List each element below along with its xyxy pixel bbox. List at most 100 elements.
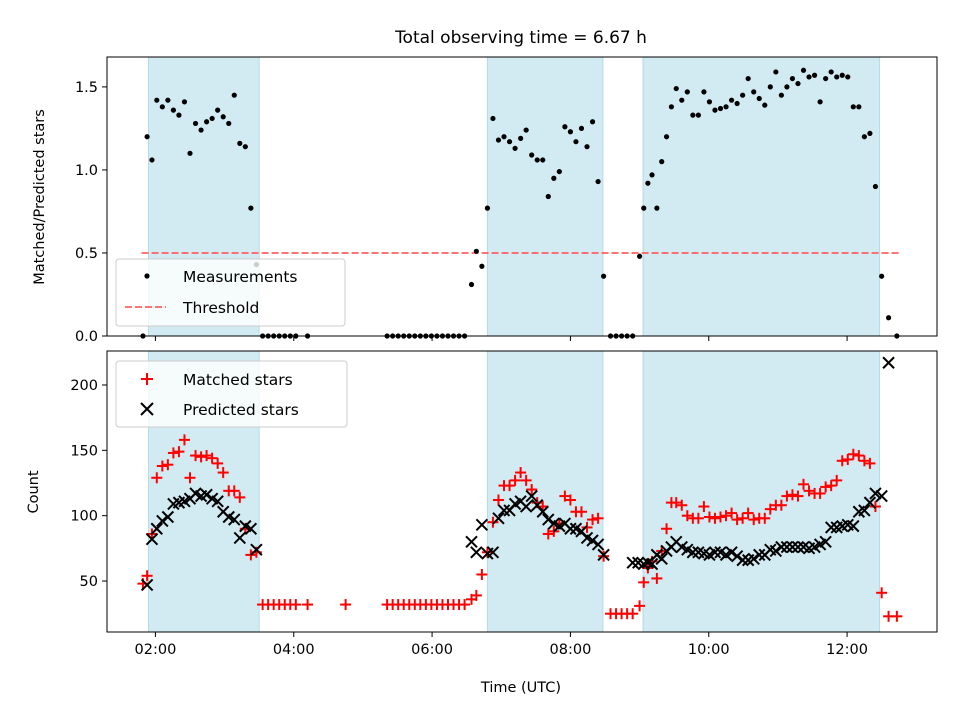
measurement-point — [745, 75, 751, 82]
measurement-point — [495, 137, 502, 143]
matched-point — [709, 512, 721, 524]
measurement-point — [839, 72, 845, 78]
measurement-point — [562, 124, 568, 130]
matched-point — [217, 467, 229, 479]
measurement-point — [473, 248, 479, 254]
predicted-point — [847, 519, 860, 533]
measurement-point — [885, 315, 892, 321]
measurement-point — [523, 127, 529, 133]
measurement-point — [556, 168, 562, 175]
matched-point — [492, 494, 504, 506]
top-axes-frame — [106, 56, 938, 337]
legend-matched-label: Matched stars — [183, 371, 293, 389]
measurement-point — [198, 127, 204, 133]
matched-point — [737, 512, 749, 524]
top-y-tick-label: 0.0 — [75, 329, 98, 345]
legend-predicted-label: Predicted stars — [183, 401, 299, 419]
matched-point — [575, 506, 587, 518]
predicted-point — [791, 540, 805, 554]
matched-point — [476, 568, 488, 580]
matched-point — [798, 478, 810, 490]
predicted-point — [645, 557, 659, 571]
bottom-legend: Matched stars Predicted stars — [115, 360, 348, 428]
matched-point — [876, 587, 888, 599]
measurement-point — [795, 80, 801, 87]
matched-point — [634, 600, 646, 612]
measurement-point — [690, 112, 696, 118]
predicted-point — [819, 535, 832, 549]
matched-point — [869, 501, 881, 513]
measurement-point — [595, 178, 601, 185]
top-y-ticks: 0.0 0.5 1.0 1.5 — [75, 80, 107, 345]
predicted-point — [156, 514, 169, 528]
measurement-point — [484, 205, 491, 211]
measurement-point — [149, 157, 155, 163]
measurement-point — [828, 69, 834, 75]
predicted-point — [536, 505, 549, 518]
measurement-point — [728, 97, 735, 103]
measurement-point — [468, 281, 475, 288]
matched-point — [836, 455, 848, 467]
matched-point — [786, 489, 798, 501]
matched-point — [792, 490, 804, 502]
matched-point — [858, 455, 870, 467]
measurement-point — [176, 112, 182, 118]
predicted-point — [597, 548, 610, 562]
top-y-tick-label: 1.0 — [75, 163, 98, 179]
figure-title: Total observing time = 6.67 h — [394, 28, 647, 48]
measurement-point — [584, 144, 590, 150]
matched-point — [190, 450, 202, 462]
matched-point — [195, 451, 207, 463]
measurement-point — [762, 102, 768, 108]
measurement-point — [850, 104, 856, 110]
matched-point — [720, 510, 732, 522]
matched-point — [698, 501, 710, 513]
x-tick-label: 10:00 — [688, 642, 730, 658]
legend-threshold-label: Threshold — [182, 299, 259, 317]
matched-point — [864, 457, 876, 469]
matched-point — [703, 511, 715, 523]
matched-point — [487, 516, 499, 528]
matched-point — [156, 460, 168, 472]
measurement-point — [248, 205, 254, 211]
predicted-point — [753, 548, 766, 562]
count-panel: 50 100 150 200 02:00 04:00 06:00 08:00 10:00 12:… — [26, 350, 938, 696]
predicted-point — [858, 504, 871, 517]
measurement-point — [734, 100, 740, 107]
bottom-y-tick-label: 200 — [70, 378, 98, 394]
predicted-point — [211, 495, 224, 508]
measurement-point — [540, 157, 546, 163]
matched-point — [470, 589, 482, 601]
predicted-point — [228, 513, 241, 526]
measurement-point — [490, 115, 496, 122]
observing-window-2 — [486, 56, 604, 337]
matched-point — [748, 514, 760, 526]
matched-point — [651, 572, 663, 584]
matched-point — [542, 528, 554, 540]
predicted-point — [519, 500, 533, 513]
predicted-point — [497, 504, 511, 517]
bottom-y-tick-label: 150 — [70, 443, 98, 459]
top-y-tick-label: 0.5 — [75, 246, 98, 262]
matched-point — [820, 481, 832, 493]
top-y-tick-label: 1.5 — [75, 80, 98, 96]
measurement-point — [165, 97, 171, 103]
matched-point — [676, 499, 688, 511]
measurement-point — [144, 134, 150, 140]
matched-point — [803, 485, 815, 497]
measurement-point — [679, 97, 685, 103]
matched-point — [853, 450, 865, 462]
matched-point — [592, 512, 604, 524]
measurement-point — [778, 92, 784, 98]
matched-point — [559, 490, 571, 502]
measurement-point — [789, 75, 796, 82]
measurement-point — [773, 69, 779, 75]
measurement-point — [845, 74, 851, 80]
bottom-axes-frame — [106, 350, 938, 633]
measurement-point — [601, 273, 607, 279]
measurement-point — [723, 104, 729, 110]
predicted-point — [730, 549, 744, 563]
measurement-point — [181, 99, 188, 105]
matched-point — [661, 523, 673, 535]
